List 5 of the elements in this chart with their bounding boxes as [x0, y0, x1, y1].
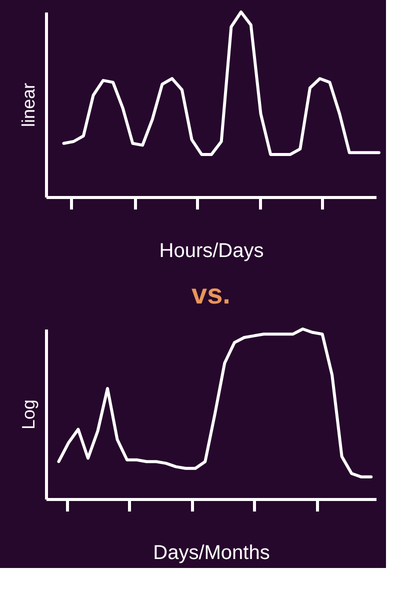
- y-axis-title: linear: [18, 82, 38, 128]
- y-axis-title: Log: [18, 399, 38, 430]
- chart-title: vs.: [192, 278, 230, 310]
- x-axis-title: Hours/Days: [159, 240, 264, 262]
- x-axis-title: Days/Months: [153, 542, 270, 564]
